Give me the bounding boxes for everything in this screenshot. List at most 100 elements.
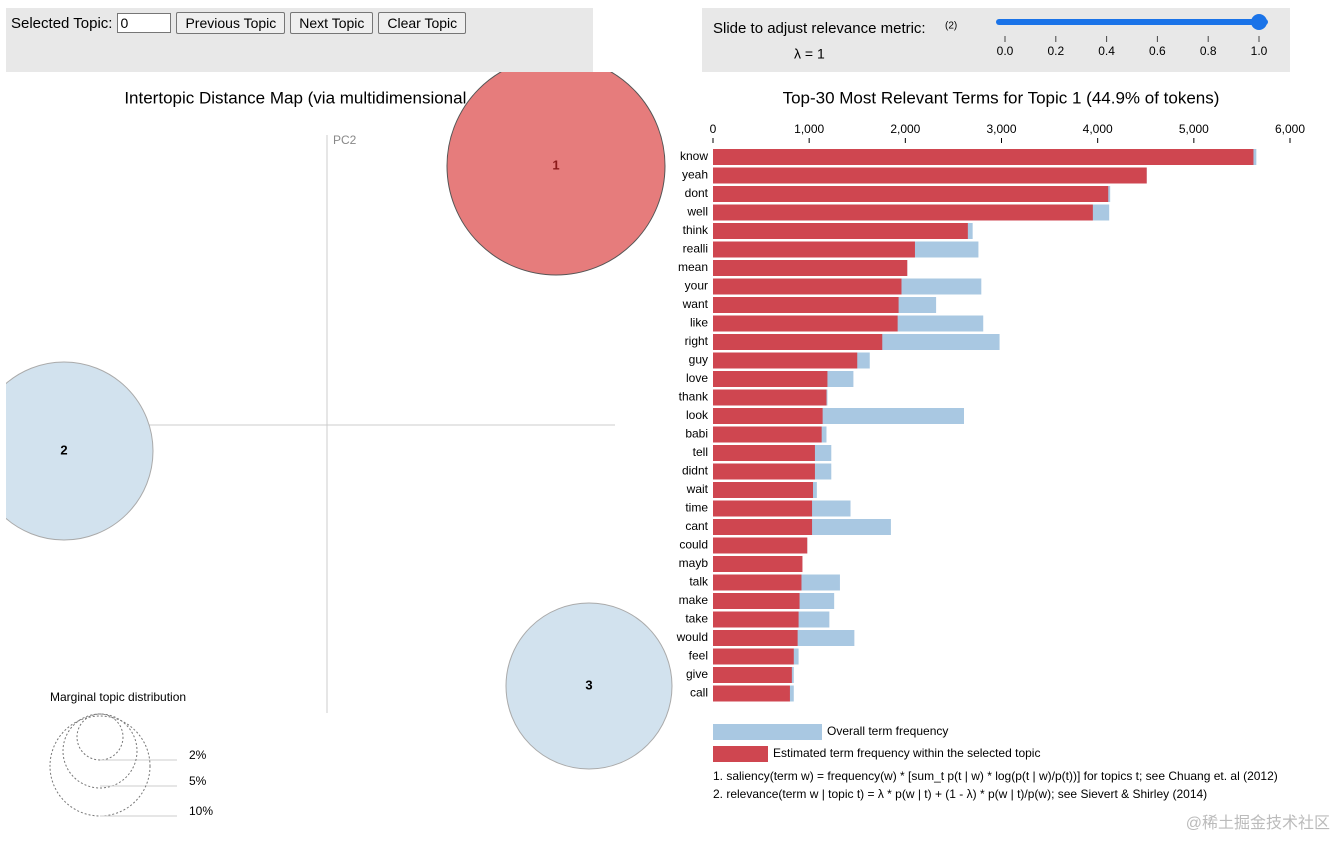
topic-bar[interactable] — [713, 371, 828, 387]
footnote: 2. relevance(term w | topic t) = λ * p(w… — [713, 787, 1207, 801]
term-label[interactable]: realli — [683, 242, 708, 256]
lambda-label: λ = 1 — [794, 46, 825, 62]
term-label[interactable]: right — [685, 334, 709, 348]
watermark: @稀土掘金技术社区 — [1186, 814, 1330, 832]
marginal-label: 5% — [189, 774, 207, 788]
x-tick-label: 5,000 — [1179, 122, 1209, 136]
term-label[interactable]: your — [685, 279, 708, 293]
topic-bar[interactable] — [713, 685, 790, 702]
relevance-note: (2) — [945, 21, 957, 32]
topic-controls: Selected Topic: Previous Topic Next Topi… — [6, 8, 593, 72]
topic-bar[interactable] — [713, 537, 808, 554]
term-label[interactable]: could — [679, 538, 708, 552]
slider-thumb[interactable] — [1251, 14, 1267, 30]
slider-tick-label: 0.4 — [1098, 44, 1115, 58]
topic-bar[interactable] — [713, 426, 822, 443]
term-label[interactable]: think — [683, 223, 709, 237]
topic-bar[interactable] — [713, 241, 915, 258]
term-label[interactable]: talk — [689, 575, 709, 589]
topic-bar[interactable] — [713, 593, 800, 609]
legend-swatch — [713, 746, 768, 762]
term-label[interactable]: yeah — [682, 168, 708, 182]
slider-tick-label: 0.8 — [1200, 44, 1217, 58]
topic-bar[interactable] — [713, 482, 814, 498]
slider-tick-label: 0.2 — [1047, 44, 1064, 58]
term-label[interactable]: wait — [686, 482, 709, 496]
topic-bar[interactable] — [713, 186, 1109, 202]
term-label[interactable]: look — [686, 408, 709, 422]
term-label[interactable]: babi — [685, 427, 708, 441]
term-label[interactable]: make — [679, 593, 709, 607]
marginal-label: 2% — [189, 748, 207, 762]
control-row: Selected Topic: Previous Topic Next Topi… — [11, 12, 467, 34]
slider-area: Slide to adjust relevance metric: (2) λ = … — [713, 14, 1268, 62]
topic-input[interactable] — [117, 13, 172, 33]
topic-bar[interactable] — [713, 519, 813, 535]
term-label[interactable]: feel — [689, 649, 708, 663]
topic-bar[interactable] — [713, 648, 794, 665]
topic-bar[interactable] — [713, 352, 858, 369]
prev-topic-button[interactable]: Previous Topic — [176, 12, 286, 34]
next-topic-button[interactable]: Next Topic — [290, 12, 374, 34]
term-label[interactable]: love — [686, 371, 708, 385]
term-label[interactable]: well — [686, 205, 708, 219]
legend-label: Estimated term frequency within the sele… — [773, 746, 1040, 760]
term-label[interactable]: guy — [689, 353, 708, 367]
slider-track[interactable] — [996, 19, 1268, 25]
marginal-circle — [49, 715, 151, 817]
topic-bar[interactable] — [713, 260, 908, 276]
term-label[interactable]: didnt — [682, 464, 709, 478]
topic-bar[interactable] — [713, 500, 813, 517]
clear-topic-button[interactable]: Clear Topic — [378, 12, 467, 34]
topic-bar[interactable] — [713, 408, 823, 424]
topic-circle[interactable] — [505, 602, 673, 770]
term-label[interactable]: tell — [693, 445, 708, 459]
topic-number: 2 — [60, 442, 67, 457]
topic-bar[interactable] — [713, 389, 827, 406]
topic-bar[interactable] — [713, 445, 815, 461]
relevance-panel: Slide to adjust relevance metric: (2) λ = … — [702, 8, 1290, 72]
topic-bar[interactable] — [713, 278, 902, 295]
topic-circles: 1 2 3 — [0, 57, 673, 770]
footnote: 1. saliency(term w) = frequency(w) * [su… — [713, 769, 1278, 783]
x-tick-label: 6,000 — [1275, 122, 1305, 136]
topic-bar[interactable] — [713, 556, 803, 572]
topic-bar[interactable] — [713, 204, 1093, 221]
topic-bar[interactable] — [713, 297, 899, 313]
term-label[interactable]: mayb — [679, 556, 709, 570]
topic-bar[interactable] — [713, 667, 792, 683]
term-label[interactable]: like — [690, 316, 708, 330]
x-tick-label: 0 — [710, 122, 717, 136]
term-label[interactable]: mean — [678, 260, 708, 274]
topic-bar[interactable] — [713, 315, 898, 332]
topic-bar[interactable] — [713, 334, 883, 350]
topic-bar[interactable] — [713, 149, 1254, 165]
term-label[interactable]: give — [686, 667, 708, 681]
topic-circle[interactable] — [446, 57, 666, 276]
term-label[interactable]: cant — [685, 519, 708, 533]
topic-bar[interactable] — [713, 630, 798, 646]
term-label[interactable]: want — [682, 297, 709, 311]
marginal-circle — [62, 713, 138, 789]
term-label[interactable]: take — [685, 612, 708, 626]
selected-topic-label: Selected Topic: — [11, 14, 113, 32]
term-label[interactable]: call — [690, 686, 708, 700]
topic-bar[interactable] — [713, 167, 1147, 184]
term-label[interactable]: thank — [679, 390, 709, 404]
term-label[interactable]: time — [685, 501, 708, 515]
pc2-label: PC2 — [333, 133, 357, 147]
term-label[interactable]: would — [676, 630, 708, 644]
x-tick-label: 1,000 — [794, 122, 824, 136]
term-label[interactable]: know — [680, 149, 708, 163]
marginal-circle — [76, 713, 124, 761]
topic-bar[interactable] — [713, 223, 968, 239]
term-label[interactable]: dont — [685, 186, 709, 200]
topic-circle[interactable] — [0, 361, 154, 541]
topic-bar[interactable] — [713, 611, 799, 628]
slider-tick-label: 0.0 — [997, 44, 1014, 58]
topic-bar[interactable] — [713, 574, 802, 591]
relevance-label: Slide to adjust relevance metric: — [713, 20, 926, 37]
map-title: Intertopic Distance Map (via multidimens… — [124, 88, 529, 107]
topic-bar[interactable] — [713, 463, 815, 480]
